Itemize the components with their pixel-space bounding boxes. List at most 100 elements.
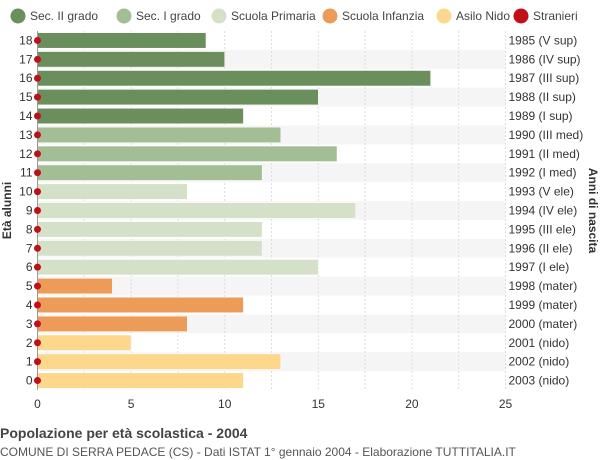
birth-year-label: 2002 (nido) [509, 355, 570, 369]
bar [37, 240, 263, 257]
birth-year-label: 1994 (IV ele) [509, 204, 578, 218]
x-tick-label: 10 [218, 397, 232, 411]
bar [37, 70, 431, 87]
birth-year-label: 1990 (III med) [509, 128, 584, 142]
bar [37, 183, 188, 200]
bar [37, 296, 244, 313]
stranieri-marker [34, 188, 41, 196]
age-tick-label: 7 [26, 241, 33, 255]
stranieri-marker [34, 207, 41, 214]
birth-year-label: 1995 (III ele) [509, 222, 576, 236]
legend-swatch [322, 8, 338, 24]
legend-swatch [116, 8, 132, 24]
stranieri-marker [34, 339, 41, 347]
legend-label: Scuola Primaria [231, 9, 316, 23]
birth-year-label: 1998 (mater) [509, 279, 578, 293]
bar [37, 164, 263, 181]
stranieri-marker [34, 74, 41, 82]
x-tick-label: 25 [499, 397, 513, 411]
bar [37, 353, 282, 370]
chart-caption-subtitle: COMUNE DI SERRA PEDACE (CS) - Dati ISTAT… [0, 445, 516, 459]
stranieri-marker [34, 301, 41, 309]
x-tick-label: 0 [34, 397, 41, 411]
birth-year-label: 1993 (V ele) [509, 185, 574, 199]
stranieri-marker [34, 263, 41, 271]
age-tick-label: 12 [19, 147, 33, 161]
birth-year-label: 1985 (V sup) [509, 33, 578, 47]
birth-year-label: 1989 (I sup) [509, 109, 573, 123]
stranieri-marker [34, 225, 41, 233]
birth-year-label: 1986 (IV sup) [509, 52, 581, 66]
legend-label: Sec. I grado [136, 9, 201, 23]
age-tick-label: 2 [26, 336, 33, 350]
bar [37, 372, 244, 389]
x-tick-label: 20 [405, 397, 419, 411]
stranieri-marker [34, 131, 41, 139]
age-tick-label: 10 [19, 185, 33, 199]
age-tick-label: 11 [20, 166, 33, 180]
stranieri-marker [34, 244, 41, 252]
bar [37, 89, 319, 106]
x-tick-label: 15 [312, 397, 326, 411]
age-tick-label: 0 [26, 374, 33, 388]
bar [37, 278, 113, 295]
birth-year-label: 1997 (I ele) [509, 260, 570, 274]
legend-label: Stranieri [533, 9, 578, 23]
age-tick-label: 4 [26, 298, 33, 312]
bar [37, 202, 356, 219]
legend-swatch [211, 8, 227, 24]
bar [37, 315, 188, 332]
x-tick-label: 5 [128, 397, 135, 411]
legend-label: Asilo Nido [456, 9, 510, 23]
birth-year-label: 1991 (II med) [509, 147, 580, 161]
age-tick-label: 9 [26, 204, 33, 218]
bar [37, 51, 225, 68]
bar [37, 221, 263, 238]
age-tick-label: 3 [26, 317, 33, 331]
age-tick-label: 16 [19, 71, 33, 85]
birth-year-label: 2003 (nido) [509, 374, 570, 388]
legend-swatch [513, 8, 529, 24]
stranieri-marker [34, 150, 41, 158]
birth-year-label: 1999 (mater) [509, 298, 578, 312]
birth-year-label: 1996 (II ele) [509, 241, 573, 255]
age-tick-label: 6 [26, 260, 33, 274]
birth-year-label: 2000 (mater) [509, 317, 578, 331]
legend-swatch [436, 8, 452, 24]
bar [37, 32, 207, 49]
stranieri-marker [34, 282, 41, 290]
legend-swatch [10, 8, 26, 24]
birth-year-label: 1992 (I med) [509, 166, 577, 180]
population-chart: Sec. II grado Sec. I grado Scuola Primaria… [0, 8, 600, 411]
age-tick-label: 17 [19, 52, 33, 66]
birth-year-label: 2001 (nido) [509, 336, 570, 350]
age-tick-label: 15 [19, 90, 33, 104]
legend-label: Scuola Infanzia [342, 9, 424, 23]
chart-caption-title: Popolazione per età scolastica - 2004 [0, 425, 248, 441]
birth-year-label: 1987 (III sup) [509, 71, 580, 85]
age-tick-label: 13 [19, 128, 33, 142]
birth-year-label: 1988 (II sup) [509, 90, 576, 104]
stranieri-marker [34, 55, 41, 63]
age-tick-label: 8 [26, 222, 33, 236]
stranieri-marker [34, 93, 41, 101]
bar [37, 108, 244, 125]
stranieri-marker [34, 320, 41, 328]
stranieri-marker [34, 377, 41, 385]
age-tick-label: 5 [26, 279, 33, 293]
stranieri-marker [34, 169, 41, 177]
age-tick-label: 14 [19, 109, 33, 123]
stranieri-marker [34, 36, 41, 44]
row-band [37, 276, 506, 296]
age-tick-label: 1 [26, 355, 33, 369]
bar [37, 145, 338, 162]
bar [37, 126, 282, 143]
legend-label: Sec. II grado [30, 9, 98, 23]
y-axis-title-right: Anni di nascita [586, 168, 600, 254]
y-axis-title: Età alunni [0, 182, 14, 239]
bar [37, 259, 319, 276]
stranieri-marker [34, 358, 41, 366]
stranieri-marker [34, 112, 41, 120]
age-tick-label: 18 [19, 33, 33, 47]
bar [37, 334, 132, 351]
